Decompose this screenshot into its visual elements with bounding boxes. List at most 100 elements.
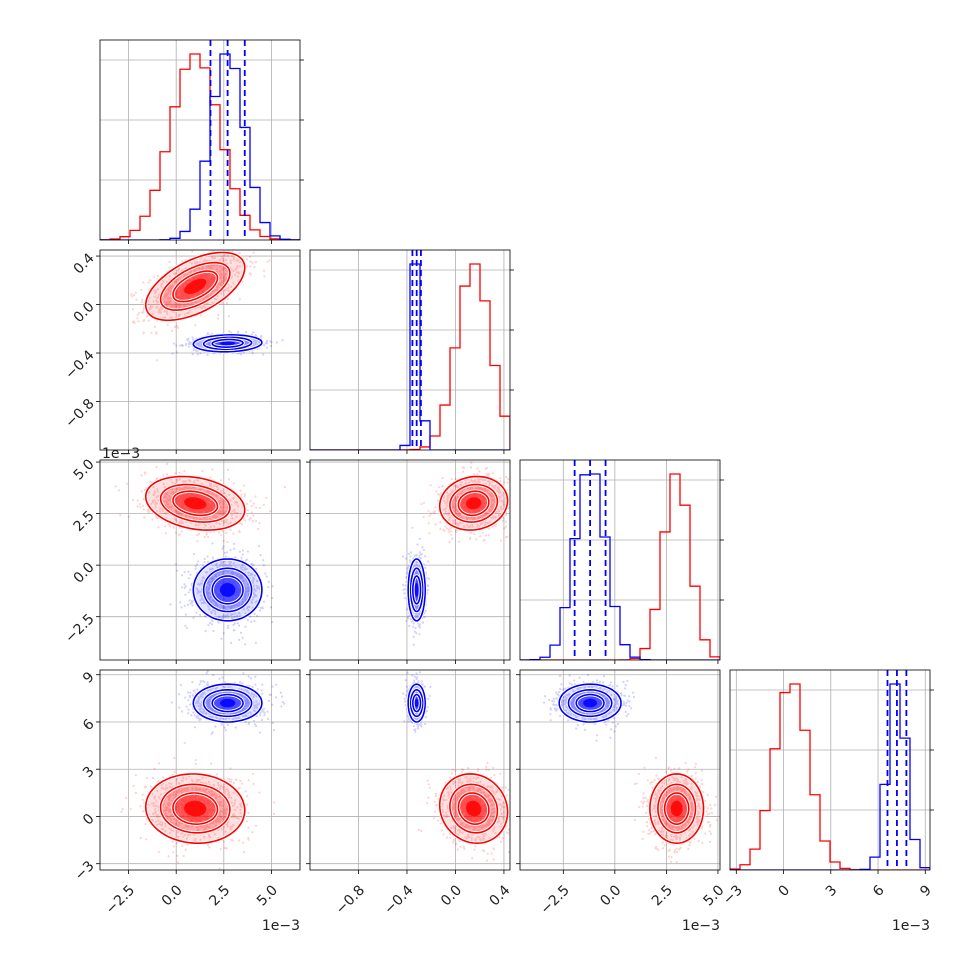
x-tick-label: 0.4 <box>486 882 513 909</box>
x-tick-label: 3 <box>823 882 841 900</box>
histogram-1 <box>100 53 300 240</box>
density-fill-1 <box>219 341 236 346</box>
x-exponent-label: 1e−3 <box>892 918 930 934</box>
y-tick-label: 3 <box>80 764 98 782</box>
y-tick-label: 0.0 <box>71 299 98 326</box>
density-fill-1 <box>414 698 419 708</box>
x-tick-label: −3 <box>720 882 746 908</box>
contour-line-0 <box>457 490 490 517</box>
contour-line-0 <box>657 783 697 834</box>
panel-3-3: −3 0 3 6 9 <box>720 669 935 908</box>
contour-line-1 <box>575 693 605 713</box>
contour-line-0 <box>457 792 490 826</box>
contour-line-0 <box>144 251 246 322</box>
histogram-1 <box>310 263 510 450</box>
panel-frame <box>99 459 301 661</box>
contour-line-1 <box>202 688 253 718</box>
y-exponent-label: 1e−3 <box>102 446 140 462</box>
y-tick-label: −3 <box>72 858 98 884</box>
panel-2-0: −2.5 0.0 2.5 5.0 <box>62 456 301 664</box>
panel-content <box>100 670 300 870</box>
x-tick-label: 2.5 <box>649 882 676 909</box>
contour-line-1 <box>558 683 622 723</box>
panel-1-1 <box>309 249 514 454</box>
density-fill-0 <box>184 497 207 510</box>
contour-line-0 <box>438 475 509 531</box>
x-tick-label: 0 <box>776 882 794 900</box>
x-tick-label: 0.0 <box>159 882 186 909</box>
panel-content <box>310 460 510 660</box>
panel-content <box>730 670 930 870</box>
panel-3-0: −2.5 0.0 2.5 5.0 −3 0 3 6 9 <box>72 669 301 918</box>
x-tick-label: 2.5 <box>206 882 233 909</box>
density-fill-1 <box>219 698 236 708</box>
x-tick-label: 0.0 <box>597 882 624 909</box>
contour-line-1 <box>211 338 244 349</box>
x-exponent-label: 1e−3 <box>682 918 720 934</box>
y-tick-label: −0.8 <box>62 396 97 431</box>
histogram-0 <box>520 473 720 660</box>
contour-line-0 <box>159 261 231 311</box>
panel-frame <box>99 249 301 451</box>
panel-3-2: −2.5 0.0 2.5 5.0 <box>516 669 728 918</box>
panel-0-0 <box>99 39 304 244</box>
panel-frame <box>729 669 931 871</box>
contour-line-1 <box>211 693 244 713</box>
contour-line-0 <box>159 483 231 523</box>
contour-line-0 <box>172 792 219 826</box>
panel-2-2 <box>519 459 724 664</box>
density-fill-0 <box>184 800 207 817</box>
contour-line-1 <box>407 683 427 723</box>
density-fill-0 <box>184 278 207 294</box>
x-tick-label: −0.4 <box>381 882 416 917</box>
panel-content <box>100 460 300 660</box>
panel-content <box>520 670 720 870</box>
density-fill-0 <box>466 497 482 510</box>
x-tick-label: 0.0 <box>438 882 465 909</box>
x-tick-label: 9 <box>917 882 935 900</box>
contour-line-0 <box>144 773 246 844</box>
contour-line-1 <box>407 558 427 622</box>
contour-line-1 <box>192 683 263 723</box>
y-tick-label: 2.5 <box>71 508 98 535</box>
panel-content <box>100 250 300 450</box>
y-tick-label: 6 <box>80 716 98 734</box>
panel-1-0: −0.8 −0.4 0.0 0.4 <box>62 249 301 454</box>
density-fill-1 <box>414 582 419 597</box>
panel-frame <box>309 459 511 661</box>
contour-line-1 <box>567 688 613 718</box>
panel-frame <box>519 459 721 661</box>
contour-line-0 <box>663 792 690 826</box>
x-tick-label: 6 <box>870 882 888 900</box>
y-tick-label: 0 <box>80 811 98 829</box>
contour-line-1 <box>192 333 263 353</box>
x-tick-label: −2.5 <box>103 882 138 917</box>
panel-frame <box>309 249 511 451</box>
contour-line-1 <box>411 575 422 605</box>
panel-frame <box>519 669 721 871</box>
density-fill-1 <box>583 698 598 708</box>
contour-line-0 <box>649 773 705 845</box>
contour-line-0 <box>438 773 509 845</box>
x-tick-label: −0.8 <box>333 882 368 917</box>
contour-line-0 <box>159 783 231 834</box>
contour-line-0 <box>449 483 499 523</box>
panel-content <box>520 460 720 660</box>
panel-content <box>310 250 510 450</box>
y-tick-label: −0.4 <box>62 347 97 382</box>
contour-line-0 <box>144 475 246 531</box>
contour-line-1 <box>202 567 253 613</box>
contour-line-1 <box>211 575 244 605</box>
y-tick-label: −2.5 <box>62 611 97 646</box>
y-tick-label: 0.4 <box>71 250 98 277</box>
panel-2-1 <box>306 459 511 664</box>
panel-frame <box>99 669 301 871</box>
contour-line-0 <box>449 783 499 834</box>
contour-line-1 <box>202 336 253 351</box>
panel-content <box>100 40 300 240</box>
contour-line-0 <box>172 270 219 303</box>
y-tick-label: 5.0 <box>71 456 98 483</box>
density-fill-0 <box>466 800 482 817</box>
density-fill-0 <box>670 800 683 817</box>
